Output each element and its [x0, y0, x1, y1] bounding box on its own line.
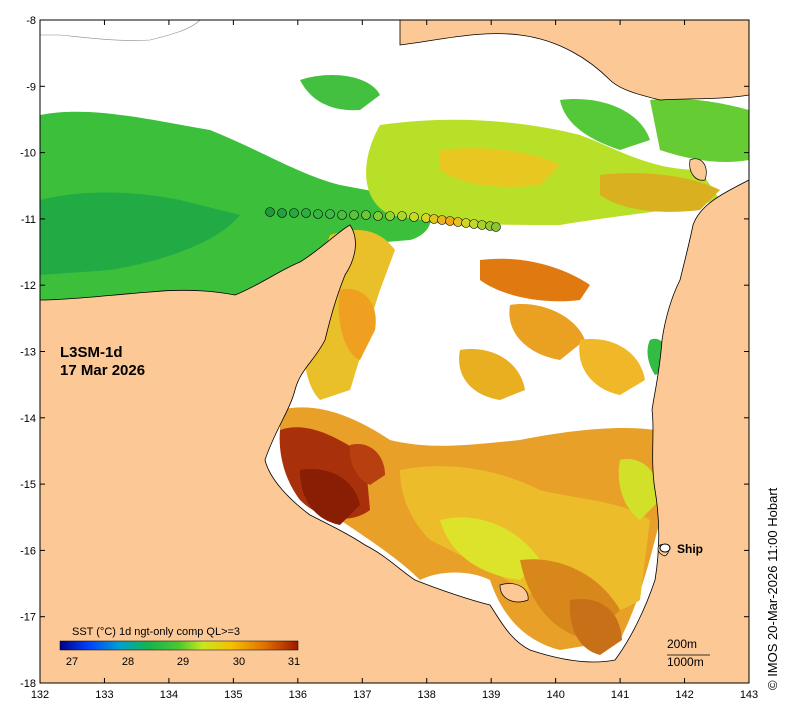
lon-tick-label: 132: [31, 689, 49, 701]
lat-tick-label: -13: [20, 347, 36, 359]
lat-tick-label: -15: [20, 479, 36, 491]
lon-tick-label: 133: [95, 689, 113, 701]
ship-marker-icon: [659, 543, 671, 553]
lon-tick-label: 136: [289, 689, 307, 701]
isobath-200m-label: 200m: [667, 637, 697, 651]
isobath-1000m-label: 1000m: [667, 655, 704, 669]
lon-tick-label: 134: [160, 689, 178, 701]
ship-track: [265, 207, 501, 232]
lat-tick-label: -17: [20, 612, 36, 624]
legend-tick-27: 27: [66, 656, 78, 668]
product-label: L3SM-1d: [60, 344, 123, 361]
lon-tick-label: 138: [418, 689, 436, 701]
lon-tick-label: 137: [353, 689, 371, 701]
credit-label: © IMOS 20-Mar-2026 11:00 Hobart: [765, 487, 780, 690]
legend-tick-29: 29: [177, 656, 189, 668]
lat-tick-label: -10: [20, 148, 36, 160]
legend-colorbar: [59, 640, 299, 651]
lon-tick-label: 140: [546, 689, 564, 701]
lat-tick-label: -14: [20, 413, 36, 425]
lon-tick-label: 135: [224, 689, 242, 701]
lat-tick-label: -12: [20, 280, 36, 292]
legend-title: SST (°C) 1d ngt-only comp QL>=3: [72, 626, 240, 638]
lon-tick-label: 141: [611, 689, 629, 701]
lat-tick-label: -9: [26, 81, 36, 93]
land: [40, 20, 749, 683]
ship-label: Ship: [677, 542, 703, 556]
lon-axis: 132 133 134 135 136 137 138 139 140 141 142 143: [31, 20, 758, 701]
lat-tick-label: -18: [20, 678, 36, 690]
lon-tick-label: 139: [482, 689, 500, 701]
lat-tick-label: -16: [20, 545, 36, 557]
legend-tick-31: 31: [288, 656, 300, 668]
legend-tick-28: 28: [122, 656, 134, 668]
lat-tick-label: -8: [26, 15, 36, 27]
sst-legend: SST (°C) 1d ngt-only comp QL>=3 27 28 29…: [59, 626, 300, 668]
date-label: 17 Mar 2026: [60, 362, 145, 379]
lat-tick-label: -11: [21, 214, 36, 226]
lon-tick-label: 143: [740, 689, 758, 701]
sst-field: [40, 75, 749, 655]
lat-axis: -8 -9 -10 -11 -12 -13 -14 -15 -16 -17 -18: [20, 15, 749, 690]
legend-tick-30: 30: [233, 656, 245, 668]
lon-tick-label: 142: [675, 689, 693, 701]
